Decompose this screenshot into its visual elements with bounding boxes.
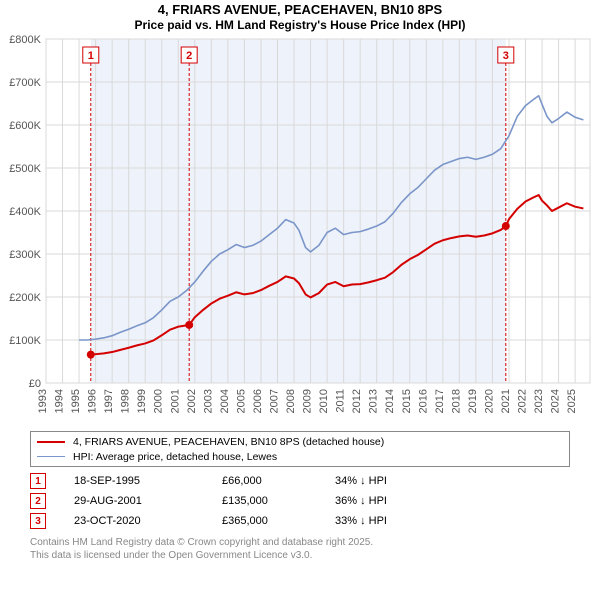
svg-text:1995: 1995	[70, 389, 82, 413]
svg-text:2005: 2005	[235, 389, 247, 413]
svg-text:£800K: £800K	[9, 35, 41, 46]
svg-text:2006: 2006	[252, 389, 264, 413]
sale-price: £66,000	[222, 475, 307, 487]
sale-hpi-delta: 36% ↓ HPI	[335, 495, 445, 507]
svg-text:1993: 1993	[37, 389, 49, 413]
svg-text:2013: 2013	[368, 389, 380, 413]
svg-text:1: 1	[88, 50, 94, 62]
svg-text:2004: 2004	[219, 389, 231, 413]
svg-text:1996: 1996	[87, 389, 99, 413]
chart-title: 4, FRIARS AVENUE, PEACEHAVEN, BN10 8PS	[0, 2, 600, 17]
legend-label: HPI: Average price, detached house, Lewe…	[73, 451, 277, 463]
footer-line: This data is licensed under the Open Gov…	[30, 550, 570, 563]
legend: 4, FRIARS AVENUE, PEACEHAVEN, BN10 8PS (…	[30, 431, 570, 467]
price-chart: £0 £100K £200K £300K £400K £500K £600K £700K £80…	[0, 35, 600, 427]
svg-text:2025: 2025	[566, 389, 578, 413]
svg-text:1994: 1994	[54, 389, 66, 413]
svg-text:£100K: £100K	[9, 335, 41, 347]
svg-text:1998: 1998	[120, 389, 132, 413]
chart-subtitle: Price paid vs. HM Land Registry's House …	[0, 18, 600, 32]
svg-text:£500K: £500K	[9, 163, 41, 175]
svg-text:2024: 2024	[550, 389, 562, 413]
svg-text:2021: 2021	[500, 389, 512, 413]
svg-text:2010: 2010	[318, 389, 330, 413]
sale-price: £365,000	[222, 515, 307, 527]
svg-text:2018: 2018	[450, 389, 462, 413]
legend-label: 4, FRIARS AVENUE, PEACEHAVEN, BN10 8PS (…	[73, 436, 384, 448]
svg-text:2023: 2023	[533, 389, 545, 413]
svg-text:£0: £0	[29, 378, 41, 390]
svg-text:3: 3	[503, 50, 509, 62]
svg-text:2012: 2012	[351, 389, 363, 413]
svg-text:1997: 1997	[103, 389, 115, 413]
svg-text:2007: 2007	[268, 389, 280, 413]
sale-hpi-delta: 34% ↓ HPI	[335, 475, 445, 487]
svg-text:£400K: £400K	[9, 206, 41, 218]
svg-text:£200K: £200K	[9, 292, 41, 304]
svg-text:1999: 1999	[136, 389, 148, 413]
svg-text:2008: 2008	[285, 389, 297, 413]
sale-date: 29-AUG-2001	[74, 495, 194, 507]
sale-row: 3 23-OCT-2020 £365,000 33% ↓ HPI	[30, 511, 570, 531]
svg-text:2020: 2020	[483, 389, 495, 413]
svg-text:2009: 2009	[302, 389, 314, 413]
footer-line: Contains HM Land Registry data © Crown c…	[30, 537, 570, 550]
sale-price: £135,000	[222, 495, 307, 507]
sale-marker-icon: 3	[30, 513, 46, 529]
sale-hpi-delta: 33% ↓ HPI	[335, 515, 445, 527]
svg-text:2003: 2003	[202, 389, 214, 413]
sale-row: 1 18-SEP-1995 £66,000 34% ↓ HPI	[30, 471, 570, 491]
legend-row: HPI: Average price, detached house, Lewe…	[37, 449, 563, 464]
svg-text:2: 2	[186, 50, 192, 62]
sale-date: 18-SEP-1995	[74, 475, 194, 487]
chart-titles: 4, FRIARS AVENUE, PEACEHAVEN, BN10 8PS P…	[0, 2, 600, 32]
svg-text:£300K: £300K	[9, 249, 41, 261]
svg-text:2015: 2015	[401, 389, 413, 413]
footer-attribution: Contains HM Land Registry data © Crown c…	[30, 537, 570, 562]
legend-swatch	[37, 441, 65, 443]
svg-text:2001: 2001	[169, 389, 181, 413]
legend-swatch	[37, 456, 65, 457]
svg-text:2000: 2000	[153, 389, 165, 413]
svg-text:2011: 2011	[335, 389, 347, 413]
sale-marker-icon: 2	[30, 493, 46, 509]
sale-marker-icon: 1	[30, 473, 46, 489]
svg-text:£600K: £600K	[9, 120, 41, 132]
svg-text:2017: 2017	[434, 389, 446, 413]
svg-text:2002: 2002	[186, 389, 198, 413]
svg-text:2019: 2019	[467, 389, 479, 413]
legend-row: 4, FRIARS AVENUE, PEACEHAVEN, BN10 8PS (…	[37, 434, 563, 449]
svg-text:2016: 2016	[417, 389, 429, 413]
sale-row: 2 29-AUG-2001 £135,000 36% ↓ HPI	[30, 491, 570, 511]
svg-text:2022: 2022	[517, 389, 529, 413]
sales-table: 1 18-SEP-1995 £66,000 34% ↓ HPI 2 29-AUG-2001…	[30, 471, 570, 531]
sale-date: 23-OCT-2020	[74, 515, 194, 527]
svg-text:2014: 2014	[384, 389, 396, 413]
svg-text:£700K: £700K	[9, 77, 41, 89]
